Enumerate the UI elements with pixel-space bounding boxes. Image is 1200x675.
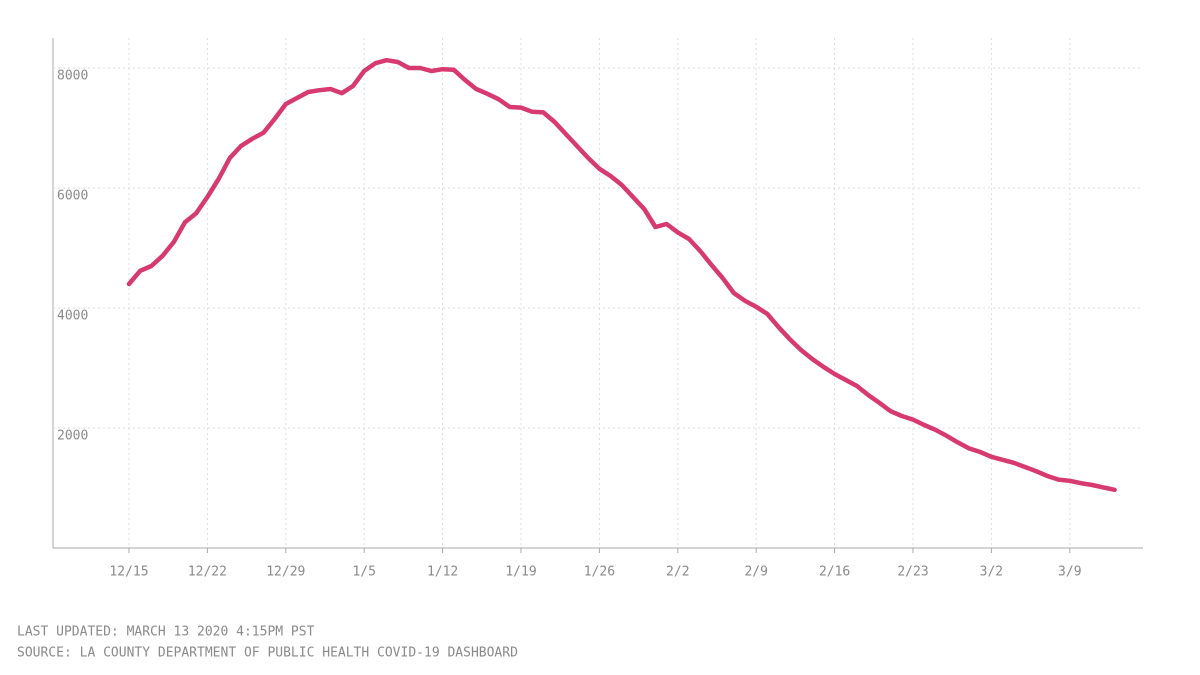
x-tick-label: 12/15 — [109, 565, 148, 580]
x-tick-label: 2/16 — [819, 565, 850, 580]
footnote: SOURCE: LA COUNTY DEPARTMENT OF PUBLIC H… — [17, 646, 518, 661]
x-tick-label: 12/29 — [266, 565, 305, 580]
x-tick-label: 12/22 — [188, 565, 227, 580]
x-tick-label: 3/2 — [980, 565, 1003, 580]
x-tick-label: 1/19 — [505, 565, 536, 580]
x-tick-label: 2/9 — [744, 565, 767, 580]
x-tick-label: 1/26 — [584, 565, 615, 580]
x-tick-label: 2/23 — [897, 565, 928, 580]
x-tick-label: 3/9 — [1058, 565, 1081, 580]
footnote: LAST UPDATED: MARCH 13 2020 4:15PM PST — [17, 625, 315, 640]
y-tick-label: 6000 — [57, 189, 88, 204]
x-tick-label: 2/2 — [666, 565, 689, 580]
y-tick-label: 8000 — [57, 69, 88, 84]
x-tick-label: 1/12 — [427, 565, 458, 580]
y-tick-label: 4000 — [57, 309, 88, 324]
y-tick-label: 2000 — [57, 429, 88, 444]
x-tick-label: 1/5 — [352, 565, 375, 580]
data-line — [126, 57, 1117, 493]
